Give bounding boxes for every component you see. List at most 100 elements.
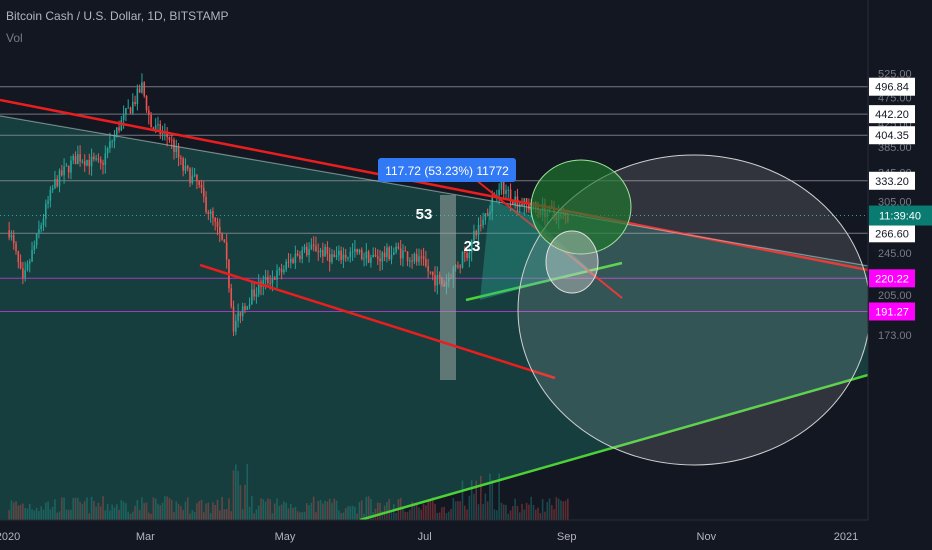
candle xyxy=(344,248,347,262)
volume-bar xyxy=(152,497,155,520)
volume-bar xyxy=(278,505,281,520)
volume-bar xyxy=(489,473,491,520)
volume-bar xyxy=(338,510,340,520)
candle xyxy=(8,221,10,241)
candle xyxy=(498,183,500,205)
candle-body xyxy=(175,147,178,152)
candle xyxy=(388,245,391,261)
candle xyxy=(308,242,310,263)
candle-body xyxy=(118,127,120,131)
candle-body xyxy=(257,281,260,295)
candle xyxy=(127,99,130,109)
candle-body xyxy=(12,235,15,244)
volume-bar xyxy=(150,513,152,520)
candle-body xyxy=(166,131,168,138)
volume-bar xyxy=(457,501,459,520)
candle xyxy=(324,244,326,257)
volume-bar xyxy=(305,503,308,520)
candle-body xyxy=(356,249,358,253)
candle-body xyxy=(498,189,500,196)
volume-bar xyxy=(159,505,162,520)
volume-bar xyxy=(303,511,306,520)
volume-bar xyxy=(512,505,514,520)
volume-bar xyxy=(65,509,68,520)
candle xyxy=(278,266,281,276)
candle xyxy=(528,198,530,213)
candle xyxy=(17,250,20,269)
volume-bar xyxy=(427,501,429,520)
candle-body xyxy=(365,251,368,259)
candle xyxy=(381,251,384,270)
candle-body xyxy=(115,127,118,135)
candle-body xyxy=(200,184,203,188)
measure-label[interactable]: 117.72 (53.23%) 11772 xyxy=(378,158,516,182)
volume-bar xyxy=(24,507,26,520)
candle xyxy=(54,170,56,190)
candle xyxy=(102,159,104,175)
volume-bar xyxy=(459,501,462,520)
candle-body xyxy=(214,218,217,222)
volume-bar xyxy=(544,511,546,520)
candle xyxy=(331,249,333,265)
candle xyxy=(319,247,322,258)
candle xyxy=(95,154,97,162)
x-tick-label: May xyxy=(275,531,296,543)
candle-body xyxy=(159,124,162,135)
volume-bar xyxy=(466,509,468,520)
resistance-trendline xyxy=(0,98,868,272)
candle-body xyxy=(150,114,152,128)
volume-bar xyxy=(528,504,530,520)
candle-body xyxy=(212,211,214,219)
candle-body xyxy=(131,101,134,114)
candle xyxy=(77,145,79,165)
bar-count-range xyxy=(440,195,456,380)
candle-body xyxy=(26,263,29,271)
candle-body xyxy=(244,306,246,310)
candle-body xyxy=(241,306,244,317)
candle-body xyxy=(402,250,404,259)
volume-bar xyxy=(40,506,43,520)
bar-count-short-label: 23 xyxy=(464,238,481,255)
volume-bar xyxy=(56,512,59,520)
candle xyxy=(365,243,368,266)
candle xyxy=(223,239,226,243)
candle xyxy=(463,246,466,263)
volume-bar xyxy=(22,503,24,520)
candle xyxy=(370,254,372,268)
candle-body xyxy=(420,256,423,258)
candle xyxy=(436,266,439,295)
volume-bar xyxy=(88,513,91,520)
x-tick-label: Mar xyxy=(136,531,155,543)
volume-bar xyxy=(331,502,333,520)
volume-bar xyxy=(47,501,49,520)
candle-body xyxy=(363,258,365,260)
candle xyxy=(218,218,221,242)
volume-bar xyxy=(248,506,251,520)
candle-body xyxy=(505,190,507,195)
candle-body xyxy=(287,261,290,263)
candle-body xyxy=(49,189,52,201)
volume-bar xyxy=(420,509,423,520)
candle xyxy=(466,249,468,262)
candle xyxy=(489,205,491,221)
y-tick-label: 173.00 xyxy=(878,330,912,342)
candle xyxy=(525,197,528,213)
level-label-box xyxy=(869,269,915,288)
candle xyxy=(10,230,13,241)
candle xyxy=(299,250,301,263)
volume-bar xyxy=(392,504,395,520)
candle-body xyxy=(289,259,292,263)
volume-bar xyxy=(560,500,562,520)
candle xyxy=(106,146,109,159)
candle xyxy=(214,217,217,231)
candle xyxy=(93,152,95,162)
volume-bar xyxy=(429,500,432,520)
volume-label: Vol xyxy=(6,31,23,45)
volume-bar xyxy=(148,512,150,520)
candle-body xyxy=(193,174,196,176)
volume-bar xyxy=(33,510,36,520)
volume-bar xyxy=(131,511,134,520)
candle xyxy=(157,116,159,132)
